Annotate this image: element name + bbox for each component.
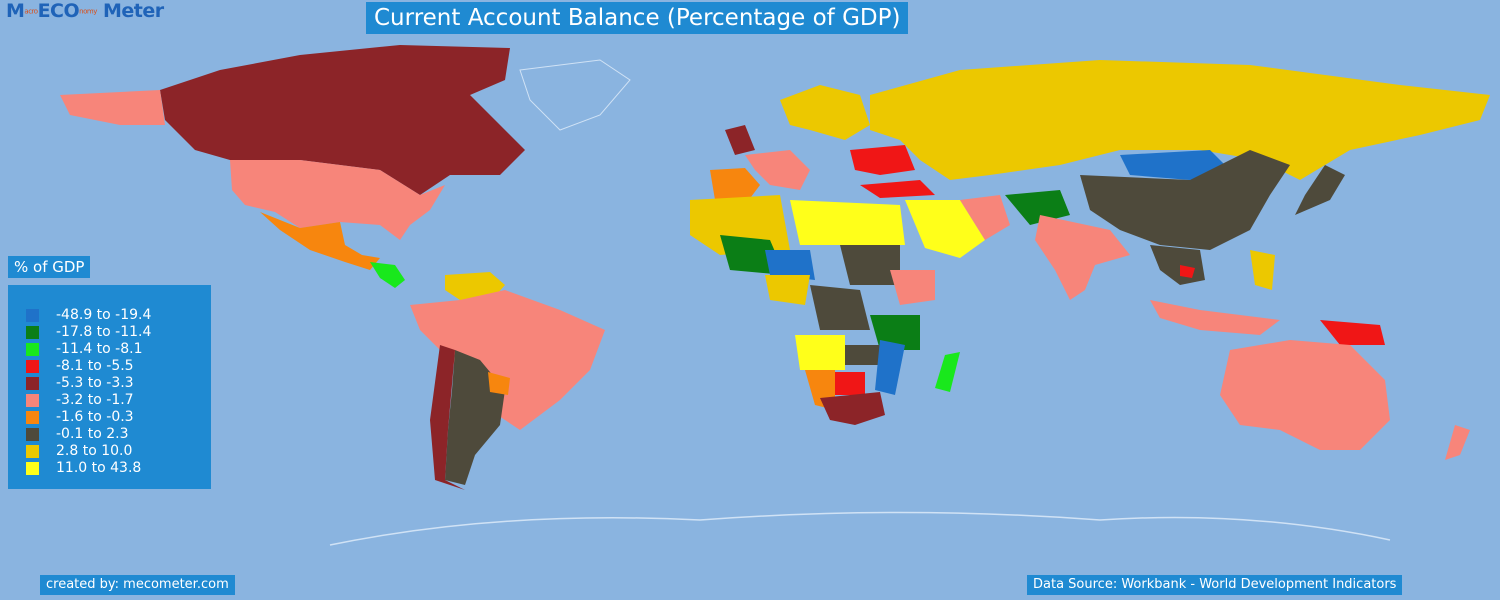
legend-swatch: [26, 343, 39, 356]
region-western-europe: [745, 150, 810, 190]
legend-label: 2.8 to 10.0: [56, 443, 133, 459]
region-ethiopia: [890, 270, 935, 305]
legend-title: % of GDP: [8, 256, 91, 278]
legend-label: 11.0 to 43.8: [56, 460, 142, 476]
logo-text-acro: acro: [24, 7, 38, 16]
region-central-america: [370, 262, 405, 288]
region-afghanistan: [1005, 190, 1070, 225]
legend-swatch: [26, 394, 39, 407]
legend-swatch: [26, 360, 39, 373]
region-india: [1035, 215, 1130, 300]
legend-item: -0.1 to 2.3: [26, 426, 211, 443]
legend-label: -17.8 to -11.4: [56, 324, 152, 340]
region-canada: [160, 45, 525, 195]
legend-label: -11.4 to -8.1: [56, 341, 143, 357]
legend-swatch: [26, 411, 39, 424]
region-eastern-europe: [850, 145, 915, 175]
legend-label: -8.1 to -5.5: [56, 358, 134, 374]
legend-item: -8.1 to -5.5: [26, 358, 211, 375]
region-southeast-asia: [1150, 245, 1205, 285]
region-chile: [430, 345, 465, 490]
region-usa: [230, 160, 445, 240]
region-saudi-arabia: [905, 200, 985, 258]
region-botswana: [835, 372, 865, 395]
data-source-label: Data Source: Workbank - World Developmen…: [1027, 575, 1403, 595]
legend-item: -3.2 to -1.7: [26, 392, 211, 409]
legend-label: -1.6 to -0.3: [56, 409, 134, 425]
region-uk: [725, 125, 755, 155]
created-by-link[interactable]: created by: mecometer.com: [40, 575, 235, 595]
region-alaska: [60, 90, 165, 125]
legend-swatch: [26, 462, 39, 475]
region-paraguay: [488, 372, 510, 395]
region-nigeria: [765, 275, 810, 305]
region-scandinavia: [780, 85, 870, 140]
legend-item: -5.3 to -3.3: [26, 375, 211, 392]
region-mozambique: [875, 340, 905, 395]
region-new-zealand: [1445, 425, 1470, 460]
region-angola: [795, 335, 845, 370]
mecometer-logo[interactable]: MacroECOnomy Meter: [6, 0, 164, 22]
legend-item: -17.8 to -11.4: [26, 324, 211, 341]
region-philippines: [1250, 250, 1275, 290]
region-papua: [1320, 320, 1385, 345]
antarctica-outline: [329, 511, 1391, 546]
logo-text-eco: ECO: [37, 0, 80, 22]
legend: -48.9 to -19.4 -17.8 to -11.4 -11.4 to -…: [8, 285, 211, 489]
legend-swatch: [26, 428, 39, 441]
legend-swatch: [26, 445, 39, 458]
map-title: Current Account Balance (Percentage of G…: [366, 2, 909, 34]
legend-label: -5.3 to -3.3: [56, 375, 134, 391]
region-australia: [1220, 340, 1390, 450]
region-libya-egypt: [790, 200, 905, 245]
legend-item: -48.9 to -19.4: [26, 307, 211, 324]
legend-item: 11.0 to 43.8: [26, 460, 211, 477]
legend-swatch: [26, 326, 39, 339]
region-west-africa: [765, 250, 815, 280]
region-china: [1080, 150, 1290, 250]
legend-swatch: [26, 309, 39, 322]
region-indonesia: [1150, 300, 1280, 335]
region-turkey: [860, 180, 935, 198]
region-zambia: [845, 345, 880, 365]
region-south-africa: [820, 392, 885, 425]
logo-text-m: M: [6, 0, 25, 22]
region-cambodia: [1180, 265, 1195, 278]
region-sudan: [840, 245, 900, 285]
region-mongolia: [1120, 150, 1230, 180]
logo-text-nomy: nomy: [79, 7, 97, 16]
legend-label: -0.1 to 2.3: [56, 426, 129, 442]
region-france-iberia: [710, 168, 760, 205]
legend-item: -11.4 to -8.1: [26, 341, 211, 358]
region-madagascar: [935, 352, 960, 392]
region-congo: [810, 285, 870, 330]
region-mexico: [260, 212, 380, 270]
legend-item: -1.6 to -0.3: [26, 409, 211, 426]
logo-text-meter: Meter: [102, 0, 164, 22]
legend-label: -3.2 to -1.7: [56, 392, 134, 408]
legend-item: 2.8 to 10.0: [26, 443, 211, 460]
region-greenland: [519, 59, 631, 131]
region-iran: [960, 195, 1010, 240]
region-japan: [1295, 165, 1345, 215]
legend-label: -48.9 to -19.4: [56, 307, 152, 323]
region-russia: [870, 60, 1490, 180]
legend-swatch: [26, 377, 39, 390]
region-brazil: [410, 290, 605, 430]
